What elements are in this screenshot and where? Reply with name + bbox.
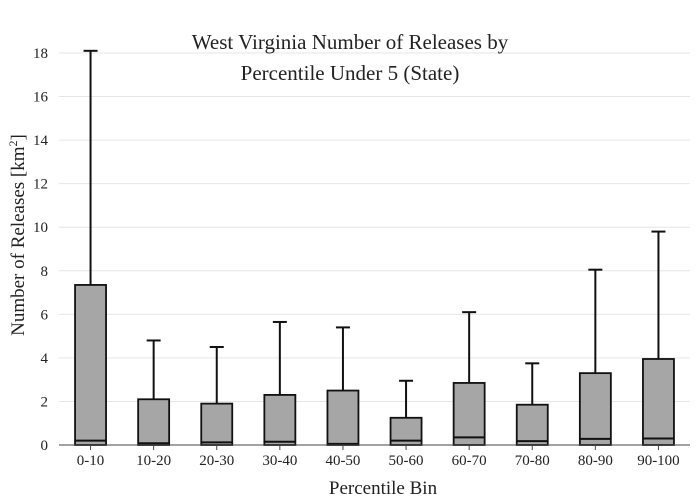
x-tick-label: 70-80 bbox=[515, 453, 550, 469]
y-tick-label: 14 bbox=[33, 133, 49, 149]
chart-title-line-1: West Virginia Number of Releases by bbox=[192, 30, 509, 54]
x-tick-label: 40-50 bbox=[325, 453, 360, 469]
boxes bbox=[74, 49, 675, 446]
y-tick-label: 6 bbox=[41, 307, 49, 323]
y-tick-labels: 0 2 4 6 8 10 12 14 16 18 bbox=[33, 46, 49, 454]
box-60-70 bbox=[452, 311, 486, 446]
box-70-80 bbox=[515, 362, 549, 446]
x-axis-title: Percentile Bin bbox=[329, 478, 438, 499]
box-iqr bbox=[137, 398, 171, 446]
box-iqr bbox=[326, 389, 360, 446]
y-tick-label: 18 bbox=[33, 46, 48, 62]
x-tick-label: 20-30 bbox=[199, 453, 234, 469]
y-axis-title-main: Number of Releases [km bbox=[8, 146, 29, 336]
box-iqr bbox=[515, 403, 549, 446]
box-80-90 bbox=[578, 268, 612, 446]
box-iqr bbox=[642, 358, 675, 446]
y-axis-title-close: ] bbox=[8, 134, 29, 140]
box-40-50 bbox=[326, 326, 360, 446]
box-iqr bbox=[74, 284, 107, 446]
box-iqr bbox=[200, 402, 234, 446]
y-tick-label: 4 bbox=[41, 351, 49, 367]
box-iqr bbox=[452, 382, 486, 446]
x-tick-label: 50-60 bbox=[389, 453, 424, 469]
y-tick-label: 16 bbox=[33, 90, 49, 106]
x-tick-labels: 0-10 10-20 20-30 30-40 40-50 50-60 60-70 70-80 8… bbox=[77, 445, 680, 469]
y-tick-label: 8 bbox=[41, 264, 49, 280]
x-tick-label: 30-40 bbox=[262, 453, 297, 469]
y-tick-label: 0 bbox=[41, 438, 49, 454]
box-90-100 bbox=[642, 230, 675, 446]
y-tick-label: 2 bbox=[41, 394, 49, 410]
y-tick-label: 12 bbox=[33, 177, 48, 193]
y-axis-title: Number of Releases [km2] bbox=[6, 134, 29, 336]
box-10-20 bbox=[137, 339, 171, 446]
box-iqr bbox=[578, 372, 612, 446]
gridlines bbox=[59, 52, 690, 402]
box-30-40 bbox=[263, 320, 297, 446]
x-tick-label: 10-20 bbox=[136, 453, 171, 469]
box-iqr bbox=[263, 394, 297, 446]
box-0-10 bbox=[74, 49, 107, 446]
x-tick-label: 80-90 bbox=[578, 453, 613, 469]
x-tick-label: 0-10 bbox=[77, 453, 105, 469]
box-20-30 bbox=[200, 346, 234, 446]
box-50-60 bbox=[389, 379, 423, 446]
chart-title-line-2: Percentile Under 5 (State) bbox=[241, 61, 460, 85]
y-tick-label: 10 bbox=[33, 220, 48, 236]
x-tick-label: 60-70 bbox=[452, 453, 487, 469]
x-tick-label: 90-100 bbox=[637, 453, 680, 469]
y-axis-title-superscript: 2 bbox=[6, 140, 20, 146]
